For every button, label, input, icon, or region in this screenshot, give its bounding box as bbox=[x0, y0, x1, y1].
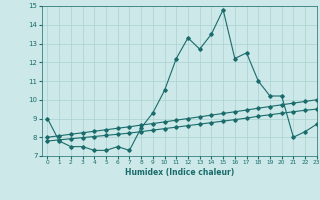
X-axis label: Humidex (Indice chaleur): Humidex (Indice chaleur) bbox=[124, 168, 234, 177]
